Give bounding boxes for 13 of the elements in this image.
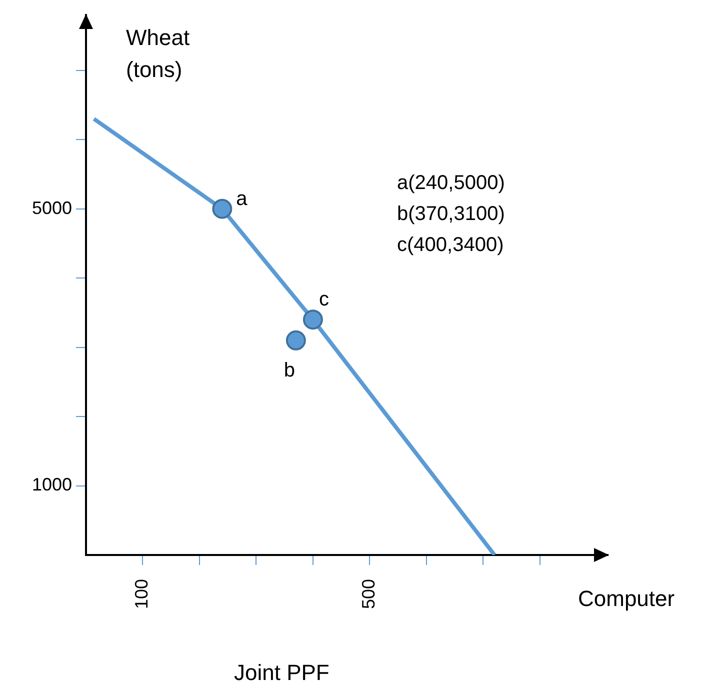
x-tick-label: 500 <box>358 579 379 610</box>
y-axis-title: Wheat (tons) <box>126 24 191 84</box>
text: Joint PPF <box>234 660 330 686</box>
annotation: b <box>284 359 296 382</box>
annotation: a <box>236 188 248 210</box>
annotation: a(240,5000) <box>397 172 505 195</box>
y-tick-label: 1000 <box>32 474 72 495</box>
annotation: c(400,3400) <box>397 234 504 257</box>
y-tick-label: 5000 <box>32 198 72 218</box>
x-tick-label: 100 <box>132 579 152 610</box>
x-axis-title: Computer <box>578 586 675 612</box>
annotation: c <box>318 288 329 311</box>
annotation: b(370,3100) <box>397 203 505 226</box>
